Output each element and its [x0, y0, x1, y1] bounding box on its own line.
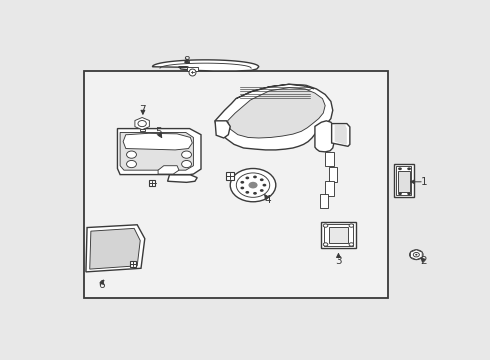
Text: 4: 4: [265, 195, 271, 205]
Circle shape: [245, 191, 249, 194]
Polygon shape: [321, 222, 356, 248]
Polygon shape: [393, 164, 415, 197]
Circle shape: [410, 250, 423, 260]
Polygon shape: [411, 250, 422, 260]
Polygon shape: [332, 123, 350, 146]
Polygon shape: [325, 152, 334, 166]
Circle shape: [126, 151, 136, 158]
Circle shape: [323, 243, 328, 246]
Circle shape: [398, 167, 402, 170]
Circle shape: [245, 176, 249, 179]
Polygon shape: [187, 67, 198, 71]
Polygon shape: [329, 167, 337, 182]
Circle shape: [138, 121, 147, 127]
Polygon shape: [335, 125, 347, 145]
Polygon shape: [168, 175, 197, 183]
Circle shape: [323, 224, 328, 227]
Text: 6: 6: [98, 280, 104, 290]
Polygon shape: [215, 121, 230, 138]
Circle shape: [241, 181, 244, 184]
Text: 3: 3: [335, 256, 342, 266]
Circle shape: [126, 161, 136, 168]
Circle shape: [248, 182, 258, 188]
Circle shape: [253, 192, 257, 195]
Circle shape: [241, 186, 244, 189]
Polygon shape: [324, 225, 352, 246]
Text: 1: 1: [420, 177, 427, 187]
Circle shape: [236, 173, 270, 197]
Polygon shape: [118, 129, 201, 175]
Polygon shape: [227, 87, 325, 138]
Polygon shape: [396, 166, 412, 195]
Polygon shape: [123, 133, 192, 150]
Circle shape: [398, 192, 402, 195]
Polygon shape: [215, 84, 333, 150]
Polygon shape: [320, 194, 328, 208]
Bar: [84, 71, 388, 298]
Circle shape: [349, 224, 354, 227]
Circle shape: [415, 254, 417, 256]
Polygon shape: [135, 117, 149, 130]
Circle shape: [349, 243, 354, 246]
Text: 2: 2: [420, 256, 427, 266]
Polygon shape: [315, 121, 334, 152]
Polygon shape: [236, 84, 314, 99]
Polygon shape: [152, 60, 259, 71]
Circle shape: [260, 189, 264, 192]
Circle shape: [407, 192, 411, 195]
Text: 5: 5: [155, 127, 161, 137]
Circle shape: [407, 167, 411, 170]
Circle shape: [260, 179, 264, 181]
Polygon shape: [158, 166, 179, 174]
Polygon shape: [86, 225, 145, 272]
Circle shape: [263, 184, 267, 186]
Polygon shape: [325, 181, 334, 197]
Polygon shape: [140, 129, 145, 131]
Circle shape: [413, 252, 419, 257]
Polygon shape: [90, 228, 140, 269]
Circle shape: [230, 168, 276, 202]
Text: 7: 7: [140, 105, 146, 115]
Circle shape: [182, 151, 192, 158]
Polygon shape: [398, 171, 410, 192]
Circle shape: [253, 176, 257, 178]
Circle shape: [182, 161, 192, 168]
Polygon shape: [329, 227, 348, 243]
Text: 8: 8: [183, 56, 190, 66]
Polygon shape: [120, 132, 194, 170]
